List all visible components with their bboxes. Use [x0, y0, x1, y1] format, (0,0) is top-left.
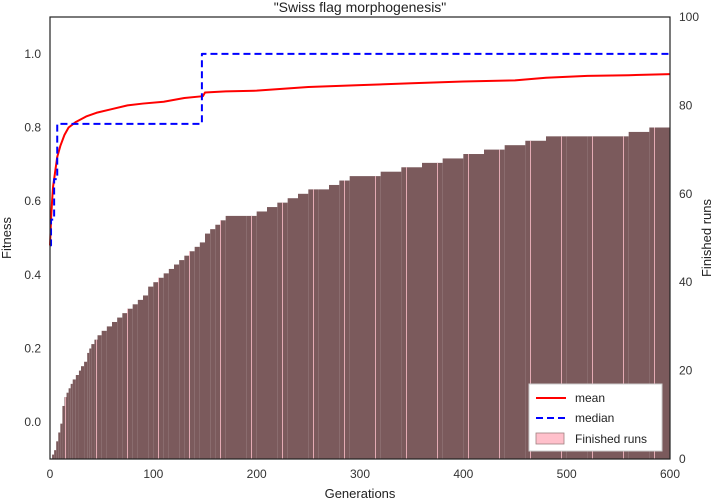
finished-runs-bar [329, 184, 340, 459]
y-right-tick-label: 80 [679, 98, 693, 112]
finished-runs-bar [91, 344, 95, 459]
finished-runs-bar [504, 145, 526, 459]
y-right-tick-label: 20 [679, 364, 693, 378]
finished-runs-bar [401, 167, 422, 459]
finished-runs-bar [442, 158, 464, 459]
finished-runs-bar [179, 260, 185, 459]
finished-runs-bar [78, 370, 81, 459]
legend-mean-label: mean [575, 391, 605, 405]
finished-runs-bar [298, 193, 309, 460]
y-right-axis-title: Finished runs [699, 198, 714, 277]
finished-runs-bar [318, 189, 329, 459]
finished-runs-bar [256, 211, 267, 459]
finished-runs-bar [52, 454, 55, 459]
finished-runs-bar [210, 229, 216, 459]
finished-runs-bar [184, 255, 190, 459]
chart-title: "Swiss flag morphogenesis" [274, 0, 447, 15]
y-right-tick-label: 60 [679, 187, 693, 201]
y-left-tick-label: 0.4 [24, 268, 41, 282]
x-tick-label: 500 [557, 467, 577, 481]
y-left-tick-label: 0.2 [24, 342, 41, 356]
finished-runs-bar [380, 171, 402, 459]
finished-runs-bar [267, 207, 278, 459]
y-left-tick-label: 0.6 [24, 194, 41, 208]
finished-runs-bar [68, 388, 71, 459]
y-left-tick-label: 0.0 [24, 415, 41, 429]
plot-frame [49, 16, 671, 460]
finished-runs-bar [199, 242, 205, 459]
legend-finished-swatch [535, 432, 565, 445]
finished-runs-bar [60, 423, 63, 459]
finished-runs-bar [70, 383, 73, 459]
finished-runs-bar [194, 246, 200, 459]
finished-runs-bar [137, 299, 143, 459]
finished-runs-bar [148, 286, 154, 459]
finished-runs-bar [106, 326, 112, 459]
x-tick-label: 100 [143, 467, 163, 481]
y-left-tick-label: 1.0 [24, 47, 41, 61]
x-axis-ticks: 0 100 200 300 400 500 600 [47, 467, 681, 481]
series-line-median [50, 52, 670, 247]
finished-runs-bar [484, 149, 505, 459]
finished-runs-bar [463, 154, 484, 459]
finished-runs-bar [72, 379, 76, 459]
x-tick-label: 400 [453, 467, 473, 481]
finished-runs-bar [143, 295, 149, 459]
finished-runs-bar [101, 330, 107, 459]
finished-runs-bars [52, 127, 670, 460]
finished-runs-bar [84, 361, 88, 459]
y-right-tick-label: 0 [679, 452, 686, 466]
finished-runs-bar [225, 215, 236, 459]
finished-runs-bar [158, 277, 164, 459]
finished-runs-bar [215, 224, 221, 459]
finished-runs-bar [189, 251, 195, 459]
finished-runs-bar [163, 273, 169, 459]
y-right-tick-label: 100 [679, 10, 699, 24]
finished-runs-bar [153, 282, 159, 459]
finished-runs-bar [117, 317, 123, 459]
plot-area [49, 52, 671, 460]
finished-runs-bar [566, 136, 588, 459]
finished-runs-bar [287, 198, 298, 459]
finished-runs-bar [94, 339, 98, 459]
finished-runs-bar [174, 264, 180, 459]
x-tick-label: 200 [247, 467, 267, 481]
finished-runs-bar [122, 313, 128, 459]
finished-runs-bar [220, 220, 226, 459]
finished-runs-bar [205, 233, 211, 459]
legend-finished-label: Finished runs [575, 432, 647, 446]
finished-runs-bar [349, 176, 360, 459]
x-axis-title: Generations [325, 486, 396, 501]
finished-runs-bar [89, 348, 92, 459]
finished-runs-bar [87, 352, 90, 459]
x-tick-label: 0 [47, 467, 54, 481]
finished-runs-bar [54, 450, 57, 459]
x-tick-label: 300 [350, 467, 370, 481]
finished-runs-bar [422, 162, 443, 460]
finished-runs-bar [97, 335, 102, 459]
finished-runs-bar [58, 432, 61, 459]
finished-runs-bar [360, 176, 381, 459]
finished-runs-bar [236, 215, 247, 459]
finished-runs-bar [75, 375, 79, 459]
finished-runs-bar [132, 304, 138, 459]
legend: mean median Finished runs [528, 383, 663, 452]
finished-runs-bar [62, 405, 65, 459]
series-lines [49, 52, 671, 247]
y-left-tick-label: 0.8 [24, 121, 41, 135]
y-left-axis-ticks: 0.0 0.2 0.4 0.6 0.8 1.0 [24, 47, 41, 429]
x-tick-label: 600 [660, 467, 680, 481]
finished-runs-bar [112, 321, 118, 459]
finished-runs-bar [168, 268, 174, 459]
finished-runs-bar [81, 366, 85, 459]
finished-runs-bar [66, 392, 69, 459]
y-left-axis-title: Fitness [0, 217, 14, 259]
y-right-tick-label: 40 [679, 275, 693, 289]
finished-runs-bar [628, 131, 650, 460]
finished-runs-bar [56, 441, 59, 459]
finished-runs-bar [127, 308, 133, 459]
legend-median-label: median [575, 411, 614, 425]
y-right-axis-ticks: 0 20 40 60 80 100 [679, 10, 699, 466]
